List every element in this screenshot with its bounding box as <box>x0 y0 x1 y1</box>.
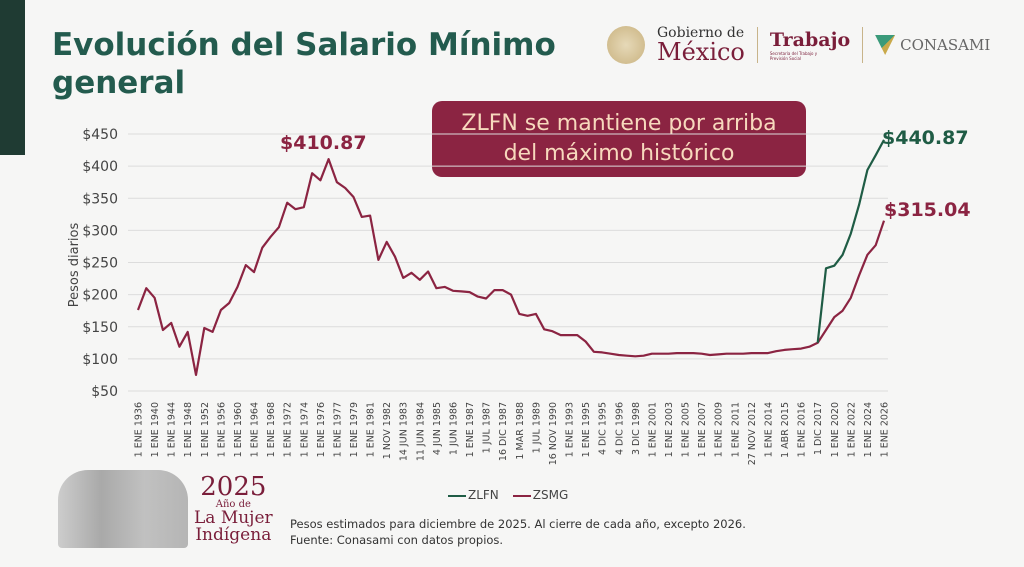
x-tick-label: 16 DIC 1987 <box>498 402 509 461</box>
x-tick-label: 1 ENE 1995 <box>581 402 592 457</box>
x-tick-label: 1 ENE 1944 <box>167 402 178 457</box>
y-tick-label: $250 <box>82 256 118 272</box>
x-tick-label: 1 ENE 2020 <box>830 402 841 457</box>
badge-year: 2025 <box>200 472 267 502</box>
trabajo-label: Trabajo <box>769 29 851 51</box>
x-tick-label: 1 JUL 1989 <box>531 402 542 453</box>
accent-bar <box>0 0 25 155</box>
badge-text: 2025 Año de La Mujer Indígena <box>194 474 273 544</box>
trabajo-sub: Secretaría del Trabajo y Previsión Socia… <box>769 51 818 61</box>
x-tick-label: 11 JUN 1984 <box>415 402 426 461</box>
y-tick-label: $50 <box>91 384 118 400</box>
data-label: $440.87 <box>882 127 969 149</box>
x-tick-label: 1 ENE 1960 <box>233 402 244 457</box>
conasami-label: CONASAMI <box>900 36 991 54</box>
x-tick-label: 1 DIC 2017 <box>813 402 824 455</box>
x-tick-label: 27 NOV 2012 <box>747 402 758 465</box>
x-tick-label: 1 ENE 1968 <box>266 402 277 457</box>
x-tick-label: 1 ENE 1976 <box>316 402 327 457</box>
x-tick-label: 1 ENE 2026 <box>880 402 891 457</box>
gobierno-line2: México <box>657 38 745 66</box>
y-tick-label: $450 <box>82 127 118 143</box>
x-tick-label: 1 ENE 1936 <box>134 402 145 457</box>
footnote-line2: Fuente: Conasami con datos propios. <box>290 533 504 547</box>
x-tick-label: 1 ENE 2016 <box>797 402 808 457</box>
x-tick-label: 14 JUN 1983 <box>399 402 410 461</box>
x-tick-label: 1 ENE 1979 <box>349 402 360 457</box>
y-tick-label: $150 <box>82 320 118 336</box>
x-tick-label: 1 JUN 1986 <box>448 402 459 455</box>
logo-divider <box>862 27 864 63</box>
x-tick-label: 1 ENE 2005 <box>681 402 692 457</box>
x-tick-label: 1 ENE 1964 <box>250 402 261 457</box>
x-tick-label: 1 ENE 2011 <box>730 402 741 457</box>
series-line-zlfn <box>816 139 885 343</box>
x-tick-label: 1 ENE 1977 <box>332 402 343 457</box>
data-label: $410.87 <box>280 132 367 154</box>
page-title: Evolución del Salario Mínimo general <box>52 27 556 101</box>
y-tick-label: $400 <box>82 159 118 175</box>
gobierno-line1: Gobierno de <box>657 25 745 41</box>
x-tick-label: 1 ENE 2003 <box>664 402 675 457</box>
logos: Gobierno de México Trabajo Secretaría de… <box>607 22 990 68</box>
legend-item-zlfn: ZLFN <box>448 488 499 502</box>
x-tick-label: 1 ENE 2009 <box>714 402 725 457</box>
x-tick-label: 3 DIC 1998 <box>631 402 642 455</box>
conasami-logo: CONASAMI <box>875 35 990 55</box>
chart-legend: ZLFN ZSMG <box>448 488 568 502</box>
badge-line3: Indígena <box>195 525 272 545</box>
gobierno-logo: Gobierno de México <box>657 26 745 64</box>
x-tick-label: 1 ENE 2001 <box>647 402 658 457</box>
x-tick-label: 1 NOV 1982 <box>382 402 393 459</box>
x-tick-label: 1 ENE 1952 <box>200 402 211 457</box>
footnote: Pesos estimados para diciembre de 2025. … <box>290 516 746 548</box>
legend-label-zsmg: ZSMG <box>532 488 569 502</box>
x-tick-label: 1 ENE 1974 <box>299 402 310 457</box>
callout-box: ZLFN se mantiene por arriba del máximo h… <box>432 101 806 177</box>
x-tick-label: 1 ABR 2015 <box>780 402 791 458</box>
logo-divider <box>756 27 758 63</box>
y-axis-label: Pesos diarios <box>67 223 82 308</box>
x-tick-label: 1 ENE 1972 <box>283 402 294 457</box>
x-tick-label: 1 ENE 2007 <box>697 402 708 457</box>
legend-swatch-zsmg <box>512 494 531 497</box>
y-tick-label: $100 <box>82 352 118 368</box>
mujer-indigena-badge: 2025 Año de La Mujer Indígena <box>58 470 273 548</box>
x-tick-label: 1 ENE 1987 <box>465 402 476 457</box>
trabajo-logo: Trabajo Secretaría del Trabajo y Previsi… <box>770 29 850 61</box>
x-tick-label: 1 JUL 1987 <box>482 402 493 453</box>
x-tick-label: 1 ENE 1948 <box>183 402 194 457</box>
footnote-line1: Pesos estimados para diciembre de 2025. … <box>290 517 746 531</box>
badge-line2: La Mujer <box>194 508 273 528</box>
x-tick-label: 4 DIC 1995 <box>598 402 609 455</box>
x-tick-label: 1 MAR 1988 <box>515 402 526 460</box>
data-label: $315.04 <box>884 199 971 221</box>
x-tick-label: 4 DIC 1996 <box>614 402 625 455</box>
x-tick-label: 1 ENE 2024 <box>863 402 874 457</box>
x-tick-label: 16 NOV 1990 <box>548 402 559 465</box>
callout-text: ZLFN se mantiene por arriba del máximo h… <box>461 111 777 166</box>
mexico-seal-icon <box>607 26 645 64</box>
x-tick-label: 1 ENE 1940 <box>150 402 161 457</box>
y-tick-label: $350 <box>82 191 118 207</box>
legend-swatch-zlfn <box>448 494 466 497</box>
y-tick-label: $200 <box>82 288 118 304</box>
women-illustration-icon <box>58 470 188 548</box>
x-tick-label: 1 ENE 1956 <box>216 402 227 457</box>
x-tick-label: 4 JUN 1985 <box>432 402 443 455</box>
badge-line1: Año de <box>215 499 251 510</box>
y-tick-label: $300 <box>82 223 118 239</box>
legend-item-zsmg: ZSMG <box>512 488 569 502</box>
series-line-zsmg <box>136 158 886 376</box>
legend-label-zlfn: ZLFN <box>468 488 499 502</box>
x-tick-label: 1 ENE 1993 <box>565 402 576 457</box>
x-tick-label: 1 ENE 2014 <box>763 402 774 457</box>
x-tick-label: 1 ENE 2022 <box>846 402 857 457</box>
x-tick-label: 1 ENE 1981 <box>366 402 377 457</box>
